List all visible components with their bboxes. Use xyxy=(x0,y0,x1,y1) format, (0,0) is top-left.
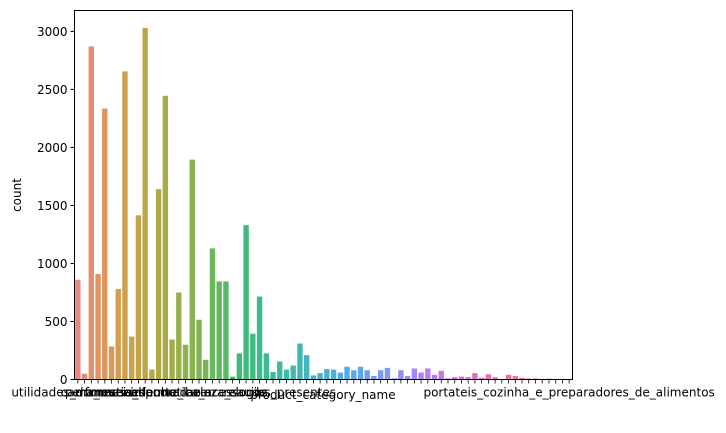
bar xyxy=(290,365,296,380)
bar xyxy=(425,368,431,380)
bar xyxy=(404,376,411,380)
x-tick-label: relogios_presentes xyxy=(223,386,336,400)
bar xyxy=(223,281,229,380)
bar xyxy=(162,95,169,380)
bar xyxy=(364,370,370,380)
x-tick-label: beleza_saude xyxy=(185,386,267,400)
bar xyxy=(277,361,283,380)
bar xyxy=(371,376,377,380)
bar xyxy=(182,344,189,380)
bar xyxy=(411,368,418,380)
bar xyxy=(337,372,344,380)
bar xyxy=(196,319,202,380)
bar xyxy=(398,370,404,380)
plot-frame xyxy=(74,10,573,380)
bar xyxy=(229,376,236,380)
bar xyxy=(431,374,438,380)
bar xyxy=(122,71,128,380)
bar xyxy=(303,355,310,380)
bar xyxy=(209,248,216,380)
bar xyxy=(102,108,108,380)
bar xyxy=(297,343,303,380)
bar xyxy=(492,377,498,380)
bar xyxy=(532,378,539,380)
bar xyxy=(472,373,478,380)
y-tick-label: 2500 xyxy=(37,83,68,97)
x-axis-label: product_category_name xyxy=(250,388,395,402)
bar xyxy=(256,296,263,380)
bar xyxy=(344,366,350,380)
bar xyxy=(458,376,465,380)
bar xyxy=(445,378,451,380)
bar xyxy=(250,333,256,380)
bar xyxy=(108,346,115,380)
x-tick-label: moveis_decoracao xyxy=(89,386,201,400)
bar xyxy=(391,378,397,380)
x-tick-label: utilidades_domesticas xyxy=(11,386,144,400)
bar xyxy=(438,370,444,380)
bar xyxy=(351,370,357,380)
x-tick-label: cama_mesa_banho xyxy=(61,386,176,400)
x-tick-label: esporte_lazer xyxy=(132,386,213,400)
x-tick-label: perfumaria xyxy=(65,386,131,400)
bar xyxy=(176,292,182,380)
y-tick-label: 2000 xyxy=(37,141,68,155)
bar xyxy=(418,372,424,380)
bar xyxy=(283,369,290,380)
bar xyxy=(189,159,195,380)
bar xyxy=(512,376,518,380)
bar xyxy=(142,27,148,380)
bar xyxy=(75,279,81,380)
y-tick-label: 3000 xyxy=(37,25,68,39)
bar xyxy=(465,377,471,380)
x-axis-ticks: utilidades_domesticasperfumariacama_mesa… xyxy=(11,379,715,400)
bars-group xyxy=(75,27,572,380)
bar xyxy=(263,353,269,380)
bar xyxy=(81,373,88,380)
bar xyxy=(95,273,101,380)
y-axis-ticks: 0 500 1000 1500 2000 2500 3000 xyxy=(37,25,75,387)
y-tick-label: 1000 xyxy=(37,257,68,271)
y-axis-label: count xyxy=(10,178,24,212)
bar xyxy=(324,369,330,380)
bar xyxy=(357,366,364,380)
bar xyxy=(505,374,512,380)
bar xyxy=(485,374,492,380)
bar xyxy=(310,375,317,380)
bar xyxy=(384,367,391,380)
bar xyxy=(236,353,243,380)
bar xyxy=(478,377,485,380)
bar xyxy=(203,359,209,380)
bar xyxy=(270,371,276,380)
bar xyxy=(169,339,175,380)
y-tick-label: 0 xyxy=(60,373,68,387)
bar xyxy=(519,377,525,380)
bar xyxy=(378,370,384,380)
bar xyxy=(155,189,162,380)
bar xyxy=(452,377,458,380)
bar xyxy=(243,225,249,380)
bar xyxy=(216,281,222,380)
bar xyxy=(149,369,155,380)
bar xyxy=(115,288,121,380)
y-tick-label: 1500 xyxy=(37,199,68,213)
bar xyxy=(330,369,337,380)
bar xyxy=(135,215,142,380)
bar xyxy=(129,336,135,380)
x-tick-label: portateis_cozinha_e_preparadores_de_alim… xyxy=(423,386,714,400)
bar xyxy=(317,373,323,380)
x-tick-label: informatica_acessorios xyxy=(130,386,267,400)
bar xyxy=(88,46,95,380)
y-tick-label: 500 xyxy=(45,315,68,329)
